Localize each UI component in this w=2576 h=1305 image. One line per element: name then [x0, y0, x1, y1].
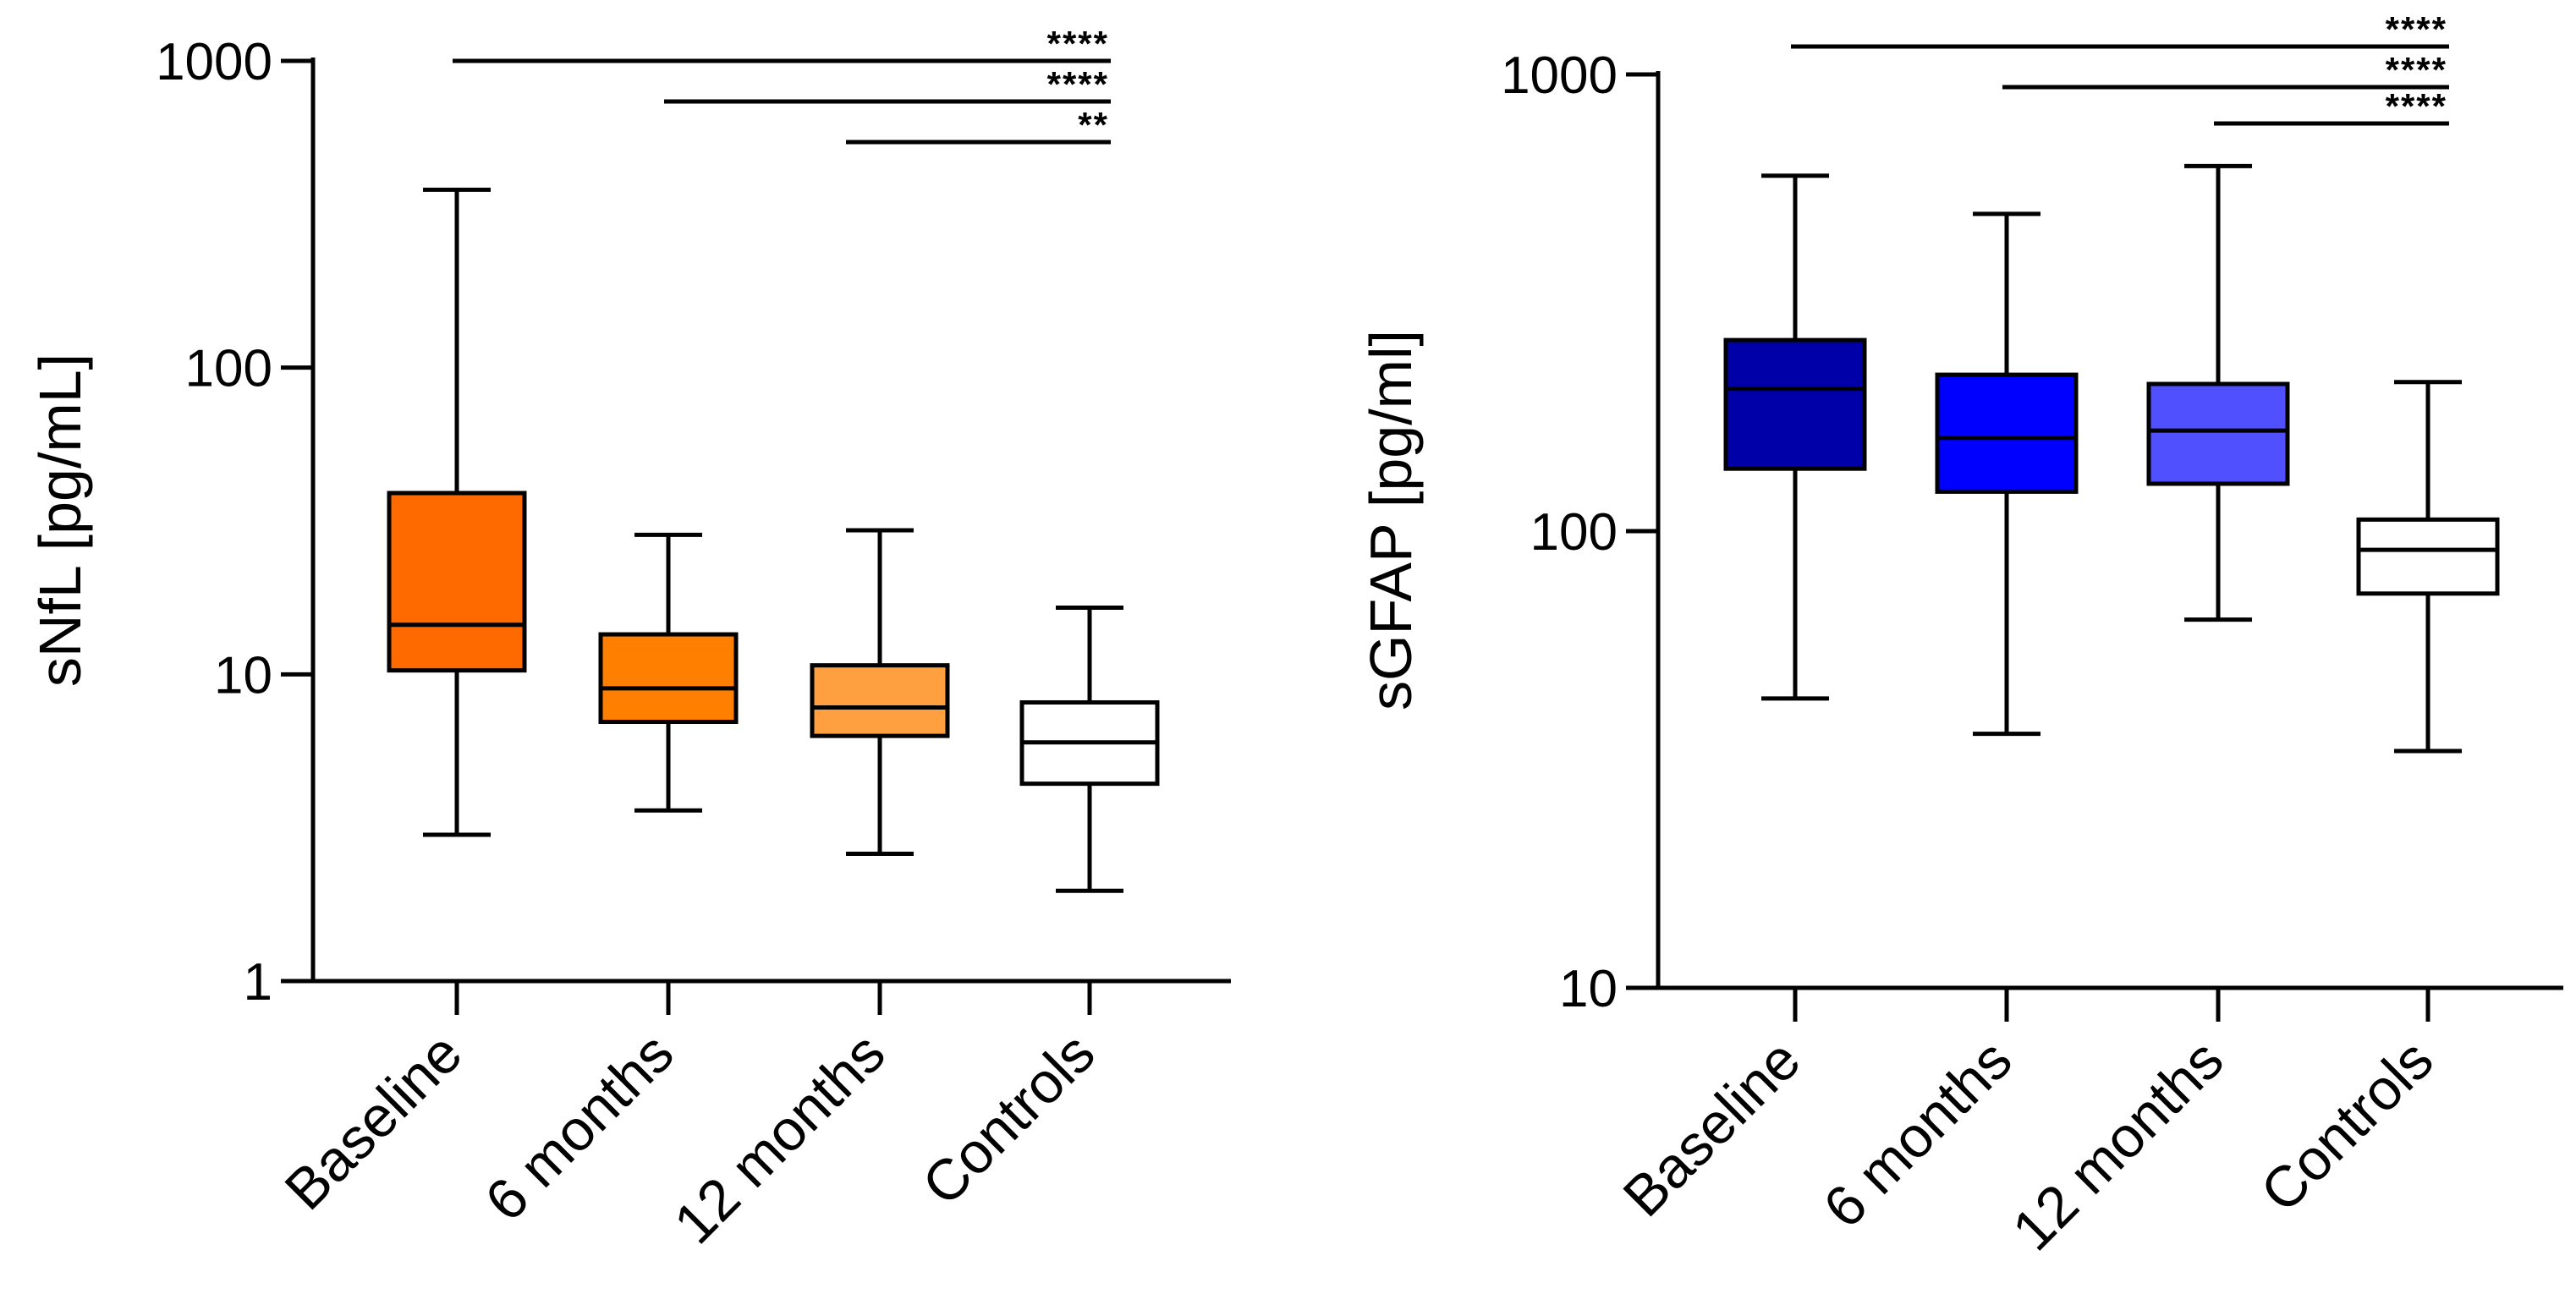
box-0 — [1723, 173, 1867, 1022]
box-1 — [1935, 211, 2079, 1022]
y-tick-label: 1000 — [1501, 47, 1618, 105]
y-axis-label: sNfL [pg/mL] — [27, 354, 93, 687]
significance-stars: **** — [2386, 86, 2447, 126]
significance-stars: **** — [2386, 50, 2447, 90]
iqr-box — [1723, 337, 1867, 471]
x-category-label: 6 months — [1811, 1028, 2024, 1241]
box-2 — [810, 528, 950, 1015]
box-2 — [2146, 163, 2290, 1022]
iqr-box — [387, 491, 527, 673]
x-category-label: Baseline — [272, 1021, 474, 1222]
box-0 — [387, 187, 527, 1015]
x-category-label: 12 months — [2000, 1028, 2235, 1263]
x-category-label: Controls — [910, 1021, 1107, 1218]
iqr-box — [2146, 381, 2290, 486]
y-tick-label: 10 — [214, 646, 272, 705]
significance-stars: **** — [1047, 64, 1109, 104]
iqr-box — [2356, 517, 2500, 596]
box-3 — [1019, 605, 1160, 1015]
x-category-label: Baseline — [1611, 1028, 1812, 1229]
box-3 — [2356, 380, 2500, 1022]
iqr-box — [598, 632, 739, 725]
y-tick-label: 10 — [1559, 960, 1618, 1018]
x-category-label: 12 months — [662, 1021, 897, 1256]
y-tick-label: 100 — [185, 340, 272, 398]
y-tick-label: 1 — [244, 953, 272, 1012]
significance-stars: **** — [1047, 24, 1109, 63]
significance-stars: ** — [1078, 105, 1109, 145]
y-axis-label: sGFAP [pg/ml] — [1358, 330, 1424, 710]
iqr-box — [810, 663, 950, 738]
significance-stars: **** — [2386, 9, 2447, 49]
box-1 — [598, 532, 739, 1015]
y-tick-label: 100 — [1530, 503, 1618, 562]
y-tick-label: 1000 — [156, 33, 272, 91]
x-category-label: Controls — [2249, 1028, 2446, 1225]
iqr-box — [1935, 372, 2079, 494]
x-category-label: 6 months — [473, 1021, 686, 1234]
